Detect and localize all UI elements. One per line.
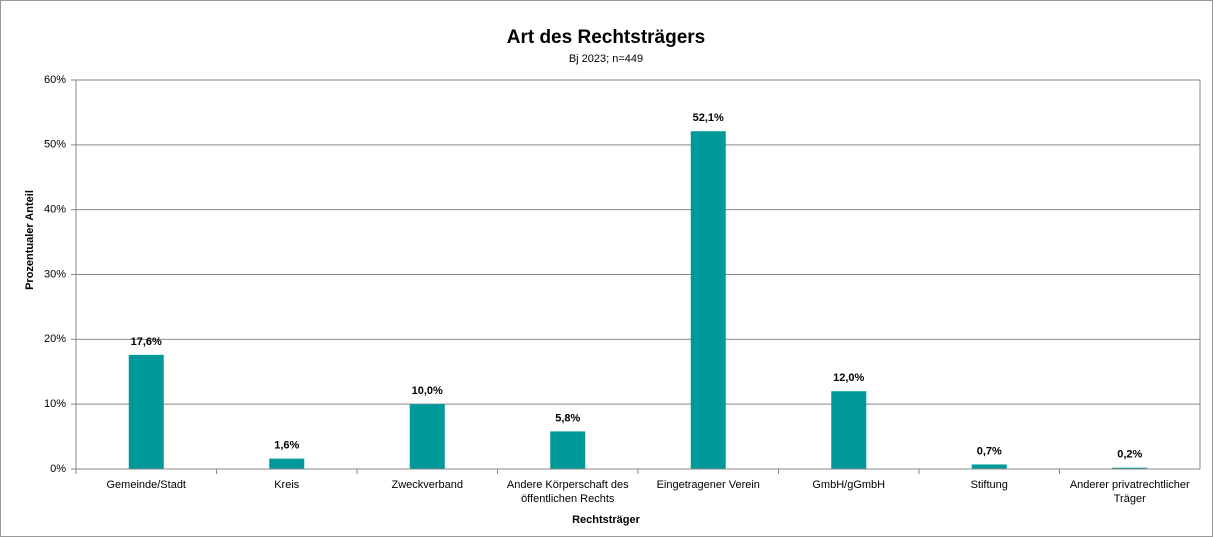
data-label: 12,0% bbox=[833, 372, 864, 384]
data-label: 1,6% bbox=[274, 440, 299, 452]
x-axis-label: Rechtsträger bbox=[572, 514, 641, 526]
x-tick-label: GmbH/gGmbH bbox=[812, 479, 886, 491]
chart-subtitle: Bj 2023; n=449 bbox=[569, 53, 643, 65]
x-tick-label: Zweckverband bbox=[391, 479, 464, 491]
x-tick-label: Stiftung bbox=[970, 479, 1008, 491]
x-tick-label: Kreis bbox=[274, 479, 300, 491]
y-tick-label: 50% bbox=[44, 139, 66, 151]
bar bbox=[1112, 467, 1148, 469]
y-tick-label: 20% bbox=[44, 333, 66, 345]
bar bbox=[690, 131, 726, 470]
x-tick-label: Anderer privatrechtlicher Träger bbox=[1069, 479, 1190, 505]
y-tick-label: 40% bbox=[44, 204, 66, 216]
bar bbox=[550, 431, 586, 469]
data-label: 17,6% bbox=[131, 336, 162, 348]
y-axis-label: Prozentualer Anteil bbox=[24, 190, 36, 290]
bar bbox=[269, 458, 305, 469]
x-tick-label: Gemeinde/Stadt bbox=[106, 479, 187, 491]
y-tick-label: 30% bbox=[44, 268, 66, 280]
data-label: 0,2% bbox=[1117, 449, 1142, 461]
x-tick-label: Eingetragener Verein bbox=[656, 479, 760, 491]
data-label: 10,0% bbox=[412, 385, 443, 397]
x-tick-label: Andere Körperschaft des öffentlichen Rec… bbox=[506, 479, 629, 505]
chart-title: Art des Rechtsträgers bbox=[507, 27, 706, 48]
data-label: 0,7% bbox=[977, 445, 1002, 457]
data-label: 5,8% bbox=[555, 412, 580, 424]
y-tick-label: 0% bbox=[50, 463, 66, 475]
bar bbox=[128, 354, 164, 469]
bar bbox=[831, 391, 867, 469]
data-label: 52,1% bbox=[693, 112, 724, 124]
bar bbox=[409, 404, 445, 469]
bar bbox=[971, 464, 1007, 469]
y-tick-label: 60% bbox=[44, 74, 66, 86]
y-tick-label: 10% bbox=[44, 398, 66, 410]
